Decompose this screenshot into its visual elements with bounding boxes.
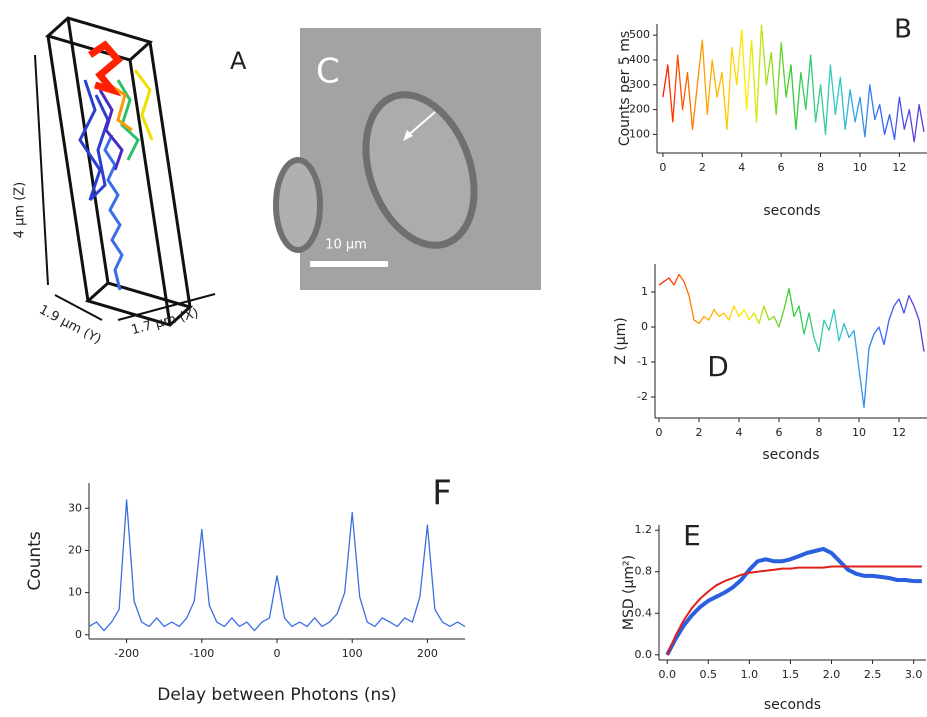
y-tick-label: 30	[68, 501, 82, 514]
data-line	[665, 546, 922, 656]
scale-bar-label: 10 µm	[325, 238, 367, 253]
x-tick-label: 12	[892, 161, 906, 174]
x-tick-label: 8	[817, 161, 824, 174]
x-axis-title: seconds	[763, 203, 820, 219]
x-tick-label: 100	[342, 647, 363, 660]
x-tick-label: 4	[738, 161, 745, 174]
y-tick-label: 400	[629, 53, 650, 66]
x-tick-label: 2	[699, 161, 706, 174]
data-line	[666, 565, 922, 656]
x-axis-title: Delay between Photons (ns)	[157, 685, 397, 705]
x-tick-label: -200	[114, 647, 139, 660]
y-axis-title: Counts per 5 ms	[617, 31, 633, 146]
data-line	[88, 499, 466, 632]
x-tick-label: 0.5	[700, 668, 718, 681]
y-tick-label: 0.8	[635, 565, 653, 578]
trajectory	[78, 40, 154, 291]
panel-label: D	[707, 350, 729, 383]
y-tick-label: 0	[75, 628, 82, 641]
x-tick-label: 0	[656, 426, 663, 439]
x-tick-label: 8	[816, 426, 823, 439]
y-axis-title: Counts	[25, 531, 45, 590]
x-tick-label: 1.0	[741, 668, 759, 681]
panel-a-box	[44, 16, 194, 327]
x-tick-label: 2.0	[823, 668, 841, 681]
panel-label: A	[230, 47, 247, 75]
y-tick-label: 0	[641, 320, 648, 333]
x-tick-label: 0	[659, 161, 666, 174]
y-tick-label: 500	[629, 28, 650, 41]
x-tick-label: 0	[274, 647, 281, 660]
x-tick-label: 0.0	[658, 668, 676, 681]
y-tick-label: 200	[629, 103, 650, 116]
x-tick-label: 3.0	[905, 668, 923, 681]
y-tick-label: 10	[68, 586, 82, 599]
axis-label: 1.7 µm (X)	[130, 306, 200, 338]
x-axis-title: seconds	[762, 447, 819, 463]
y-tick-label: -1	[637, 355, 648, 368]
x-tick-label: 10	[852, 426, 866, 439]
y-tick-label: 20	[68, 543, 82, 556]
y-tick-label: 1.2	[635, 523, 653, 536]
micrograph	[273, 28, 541, 290]
x-axis-title: seconds	[764, 697, 821, 713]
y-tick-label: 300	[629, 78, 650, 91]
x-tick-label: 2	[696, 426, 703, 439]
axis-label: 4 µm (Z)	[13, 182, 28, 239]
y-tick-label: 0.0	[635, 648, 653, 661]
x-tick-label: 4	[736, 426, 743, 439]
x-arrow	[117, 293, 216, 321]
x-tick-label: 6	[778, 161, 785, 174]
y-tick-label: 1	[641, 285, 648, 298]
y-tick-label: -2	[637, 390, 648, 403]
x-tick-label: 2.5	[864, 668, 882, 681]
y-axis-title: Z (µm)	[613, 317, 629, 365]
data-line	[662, 24, 925, 143]
z-arrow	[34, 54, 49, 286]
x-tick-label: -100	[189, 647, 214, 660]
y-axis-title: MSD (µm²)	[621, 555, 637, 630]
panel-label: B	[894, 15, 912, 45]
x-tick-label: 10	[853, 161, 867, 174]
x-tick-label: 6	[776, 426, 783, 439]
y-arrow	[54, 294, 103, 321]
x-tick-label: 12	[892, 426, 906, 439]
panel-label: E	[683, 519, 701, 552]
panel-label: F	[432, 474, 452, 514]
y-tick-label: 0.4	[635, 606, 653, 619]
x-tick-label: 1.5	[782, 668, 800, 681]
axis-label: 1.9 µm (Y)	[36, 302, 103, 347]
x-tick-label: 200	[417, 647, 438, 660]
y-tick-label: 100	[629, 127, 650, 140]
panel-label: C	[316, 52, 340, 92]
data-line	[658, 273, 925, 409]
